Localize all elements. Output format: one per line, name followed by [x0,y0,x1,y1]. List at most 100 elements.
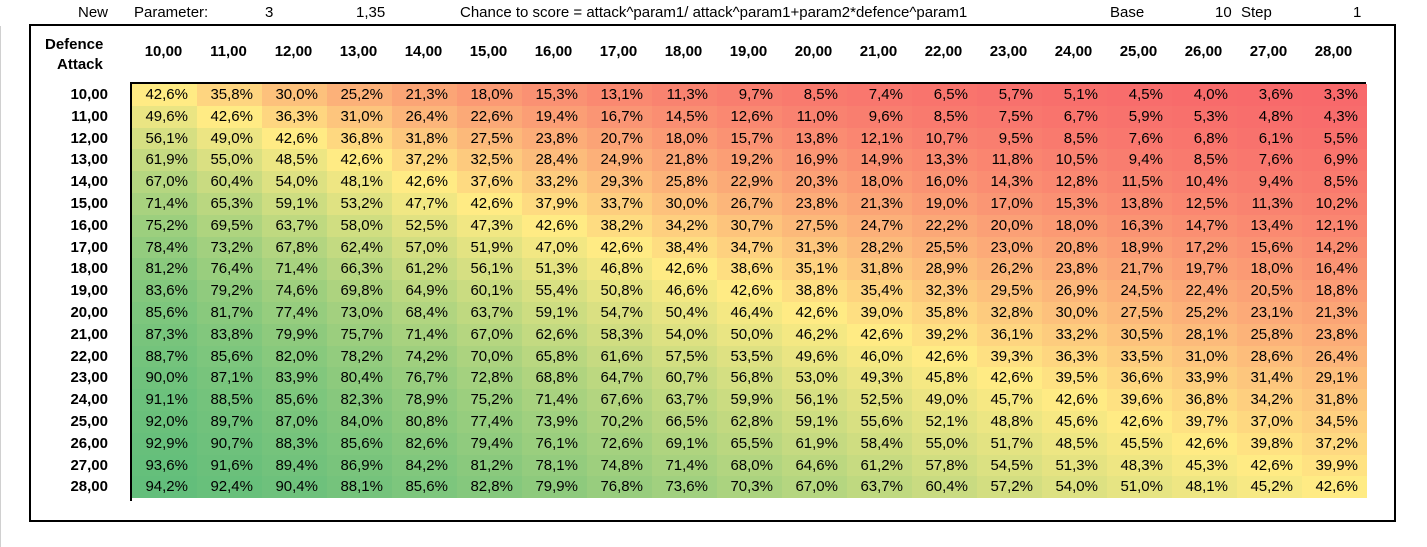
row-header[interactable]: 14,00 [70,173,108,191]
grid-cell[interactable]: 4,8% [1237,105,1302,128]
grid-cell[interactable]: 77,4% [457,410,522,433]
grid-cell[interactable]: 46,2% [782,323,847,346]
row-header[interactable]: 27,00 [70,456,108,474]
grid-cell[interactable]: 88,1% [327,476,392,499]
grid-cell[interactable]: 35,4% [847,280,912,302]
grid-cell[interactable]: 7,4% [847,84,912,106]
grid-cell[interactable]: 11,3% [1237,192,1302,215]
grid-cell[interactable]: 67,0% [457,323,522,346]
column-header[interactable]: 24,00 [1054,43,1093,60]
column-header[interactable]: 11,00 [210,43,247,60]
row-header[interactable]: 17,00 [70,238,108,256]
grid-cell[interactable]: 82,8% [457,476,522,499]
grid-cell[interactable]: 37,9% [522,192,587,215]
grid-cell[interactable]: 30,0% [262,84,327,106]
grid-cell[interactable]: 75,7% [327,323,392,346]
grid-cell[interactable]: 54,0% [1042,476,1107,499]
grid-cell[interactable]: 34,5% [1302,410,1367,433]
grid-cell[interactable]: 74,8% [587,454,652,477]
grid-cell[interactable]: 54,5% [977,454,1042,477]
grid-cell[interactable]: 62,8% [717,410,782,433]
grid-cell[interactable]: 55,4% [522,280,587,302]
grid-cell[interactable]: 6,9% [1302,149,1367,172]
grid-cell[interactable]: 56,8% [717,367,782,390]
grid-cell[interactable]: 18,0% [457,84,522,106]
grid-cell[interactable]: 68,0% [717,454,782,477]
grid-cell[interactable]: 23,1% [1237,301,1302,324]
grid-cell[interactable]: 4,5% [1107,84,1172,106]
grid-cell[interactable]: 31,3% [782,236,847,259]
grid-cell[interactable]: 14,9% [847,149,912,172]
grid-cell[interactable]: 12,5% [1172,192,1237,215]
grid-cell[interactable]: 10,5% [1042,149,1107,172]
grid-cell[interactable]: 87,1% [197,367,262,390]
grid-cell[interactable]: 45,7% [977,389,1042,411]
column-header[interactable]: 17,00 [599,43,638,60]
grid-cell[interactable]: 48,3% [1107,454,1172,477]
grid-cell[interactable]: 86,9% [327,454,392,477]
grid-cell[interactable]: 89,4% [262,454,327,477]
row-header[interactable]: 12,00 [70,129,108,147]
grid-cell[interactable]: 54,0% [262,171,327,193]
grid-cell[interactable]: 26,4% [392,105,457,128]
grid-cell[interactable]: 52,5% [392,214,457,237]
grid-cell[interactable]: 35,8% [197,84,262,106]
grid-cell[interactable]: 42,6% [1042,389,1107,411]
grid-cell[interactable]: 78,4% [132,236,197,259]
grid-cell[interactable]: 11,8% [977,149,1042,172]
row-header[interactable]: 26,00 [70,434,108,452]
grid-cell[interactable]: 26,4% [1302,345,1367,368]
grid-cell[interactable]: 7,6% [1237,149,1302,172]
grid-cell[interactable]: 32,8% [977,301,1042,324]
grid-cell[interactable]: 69,8% [327,280,392,302]
grid-cell[interactable]: 65,5% [717,432,782,455]
grid-cell[interactable]: 64,7% [587,367,652,390]
column-header[interactable]: 14,00 [404,43,443,60]
grid-cell[interactable]: 15,6% [1237,236,1302,259]
grid-cell[interactable]: 48,5% [262,149,327,172]
grid-cell[interactable]: 50,8% [587,280,652,302]
grid-cell[interactable]: 77,4% [262,301,327,324]
grid-cell[interactable]: 16,7% [587,105,652,128]
grid-cell[interactable]: 55,0% [912,432,977,455]
grid-cell[interactable]: 71,4% [522,389,587,411]
row-header[interactable]: 25,00 [70,413,108,430]
grid-cell[interactable]: 92,4% [197,476,262,499]
grid-cell[interactable]: 26,9% [1042,280,1107,302]
grid-cell[interactable]: 63,7% [847,476,912,499]
column-header[interactable]: 26,00 [1184,43,1223,60]
grid-cell[interactable]: 22,6% [457,105,522,128]
grid-cell[interactable]: 51,7% [977,432,1042,455]
grid-cell[interactable]: 75,2% [457,389,522,411]
grid-cell[interactable]: 87,3% [132,323,197,346]
grid-cell[interactable]: 47,3% [457,214,522,237]
grid-cell[interactable]: 51,3% [1042,454,1107,477]
row-header[interactable]: 23,00 [70,369,108,387]
grid-cell[interactable]: 42,6% [977,367,1042,390]
grid-cell[interactable]: 17,2% [1172,236,1237,259]
grid-cell[interactable]: 45,3% [1172,454,1237,477]
grid-cell[interactable]: 10,4% [1172,171,1237,193]
grid-cell[interactable]: 52,5% [847,389,912,411]
grid-cell[interactable]: 64,6% [782,454,847,477]
column-header[interactable]: 21,00 [859,43,898,60]
grid-cell[interactable]: 15,3% [522,84,587,106]
grid-cell[interactable]: 45,6% [1042,410,1107,433]
grid-cell[interactable]: 85,6% [132,301,197,324]
grid-cell[interactable]: 82,0% [262,345,327,368]
grid-cell[interactable]: 49,0% [912,389,977,411]
grid-cell[interactable]: 90,7% [197,432,262,455]
grid-cell[interactable]: 23,8% [782,192,847,215]
grid-cell[interactable]: 18,0% [847,171,912,193]
grid-cell[interactable]: 16,9% [782,149,847,172]
grid-cell[interactable]: 81,7% [197,301,262,324]
grid-cell[interactable]: 50,0% [717,323,782,346]
grid-cell[interactable]: 23,8% [522,127,587,150]
grid-cell[interactable]: 26,7% [717,192,782,215]
grid-cell[interactable]: 6,1% [1237,127,1302,150]
grid-cell[interactable]: 84,0% [327,410,392,433]
grid-cell[interactable]: 14,7% [1172,214,1237,237]
grid-cell[interactable]: 93,6% [132,454,197,477]
grid-cell[interactable]: 22,9% [717,171,782,193]
grid-cell[interactable]: 62,6% [522,323,587,346]
